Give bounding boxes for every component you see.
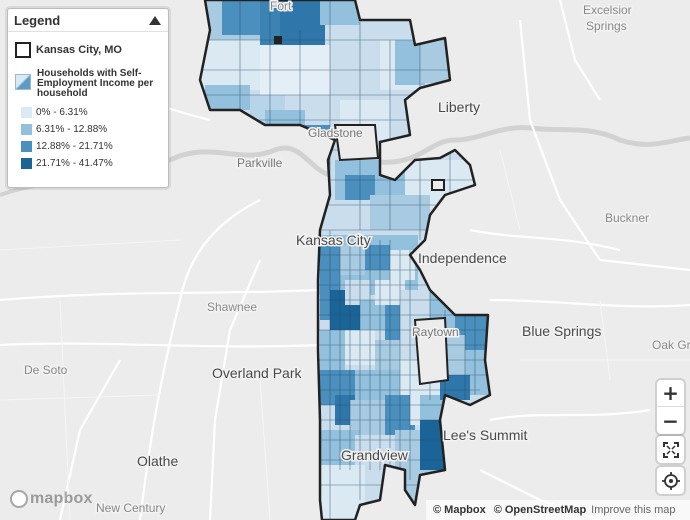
legend-panel: Legend Kansas City, MO Households with S… [7, 8, 169, 188]
zoom-out-button[interactable]: − [657, 407, 684, 434]
missouri-river [168, 125, 690, 179]
label-grandview: Grandview [341, 447, 409, 463]
label-buckner: Buckner [605, 211, 649, 225]
attribution-mapbox-link[interactable]: © Mapbox [433, 504, 486, 516]
fullscreen-icon [662, 441, 679, 458]
attribution-bar: © Mapbox © OpenStreetMap Improve this ma… [426, 500, 690, 520]
legend-bin: 21.71% - 41.47% [21, 155, 168, 172]
legend-variable-row: Households with Self-Employment Income p… [15, 69, 168, 99]
minus-icon: − [662, 408, 679, 433]
bin-swatch [21, 124, 32, 135]
attribution-osm-link[interactable]: © OpenStreetMap [493, 504, 587, 516]
mapbox-logo[interactable]: mapbox [10, 490, 93, 508]
bin-label: 6.31% - 12.88% [36, 124, 108, 135]
legend-boundary-row: Kansas City, MO [15, 42, 168, 58]
bin-swatch [21, 107, 32, 118]
mapbox-logo-text: mapbox [30, 490, 93, 507]
label-parkville: Parkville [237, 156, 283, 170]
variable-label: Households with Self-Employment Income p… [37, 68, 154, 99]
label-independence: Independence [418, 250, 507, 266]
legend-bins: 0% - 6.31% 6.31% - 12.88% 12.88% - 21.71… [21, 104, 168, 172]
label-excelsior: Excelsior [583, 3, 632, 17]
bin-label: 21.71% - 41.47% [36, 158, 113, 169]
label-oak-grove: Oak Gr [652, 338, 690, 352]
kansas-city-boundary [198, 0, 492, 520]
label-olathe: Olathe [137, 453, 178, 469]
label-raytown: Raytown [412, 325, 459, 339]
boundary-swatch-icon [15, 42, 31, 58]
legend-bin: 6.31% - 12.88% [21, 121, 168, 138]
zoom-controls: + − [657, 380, 684, 434]
plus-icon: + [662, 381, 679, 405]
collapse-triangle-icon[interactable] [149, 15, 161, 25]
label-kansas-city: Kansas City [296, 232, 371, 248]
boundary-label: Kansas City, MO [36, 44, 122, 56]
locate-icon [661, 471, 680, 490]
zoom-in-button[interactable]: + [657, 380, 684, 407]
bin-label: 0% - 6.31% [36, 107, 88, 118]
bin-label: 12.88% - 21.71% [36, 141, 113, 152]
label-shawnee: Shawnee [207, 300, 257, 314]
variable-swatch-icon [15, 74, 31, 90]
bin-swatch [21, 158, 32, 169]
label-fort: Fort [270, 0, 292, 13]
legend-bin: 0% - 6.31% [21, 104, 168, 121]
geolocate-button[interactable] [657, 467, 684, 494]
label-liberty: Liberty [438, 99, 480, 115]
label-lees-summit: Lee's Summit [443, 427, 527, 443]
legend-header[interactable]: Legend [8, 9, 168, 32]
label-gladstone: Gladstone [308, 126, 363, 140]
bin-swatch [21, 141, 32, 152]
label-blue-springs: Blue Springs [522, 323, 601, 339]
label-overland-park: Overland Park [212, 365, 302, 381]
label-springs: Springs [586, 19, 627, 33]
label-new-century: New Century [96, 501, 165, 515]
legend-title: Legend [14, 12, 61, 28]
improve-map-link[interactable]: Improve this map [591, 504, 676, 516]
mapbox-logo-icon [10, 490, 28, 508]
legend-bin: 12.88% - 21.71% [21, 138, 168, 155]
label-de-soto: De Soto [24, 363, 68, 377]
fullscreen-button[interactable] [657, 436, 684, 463]
